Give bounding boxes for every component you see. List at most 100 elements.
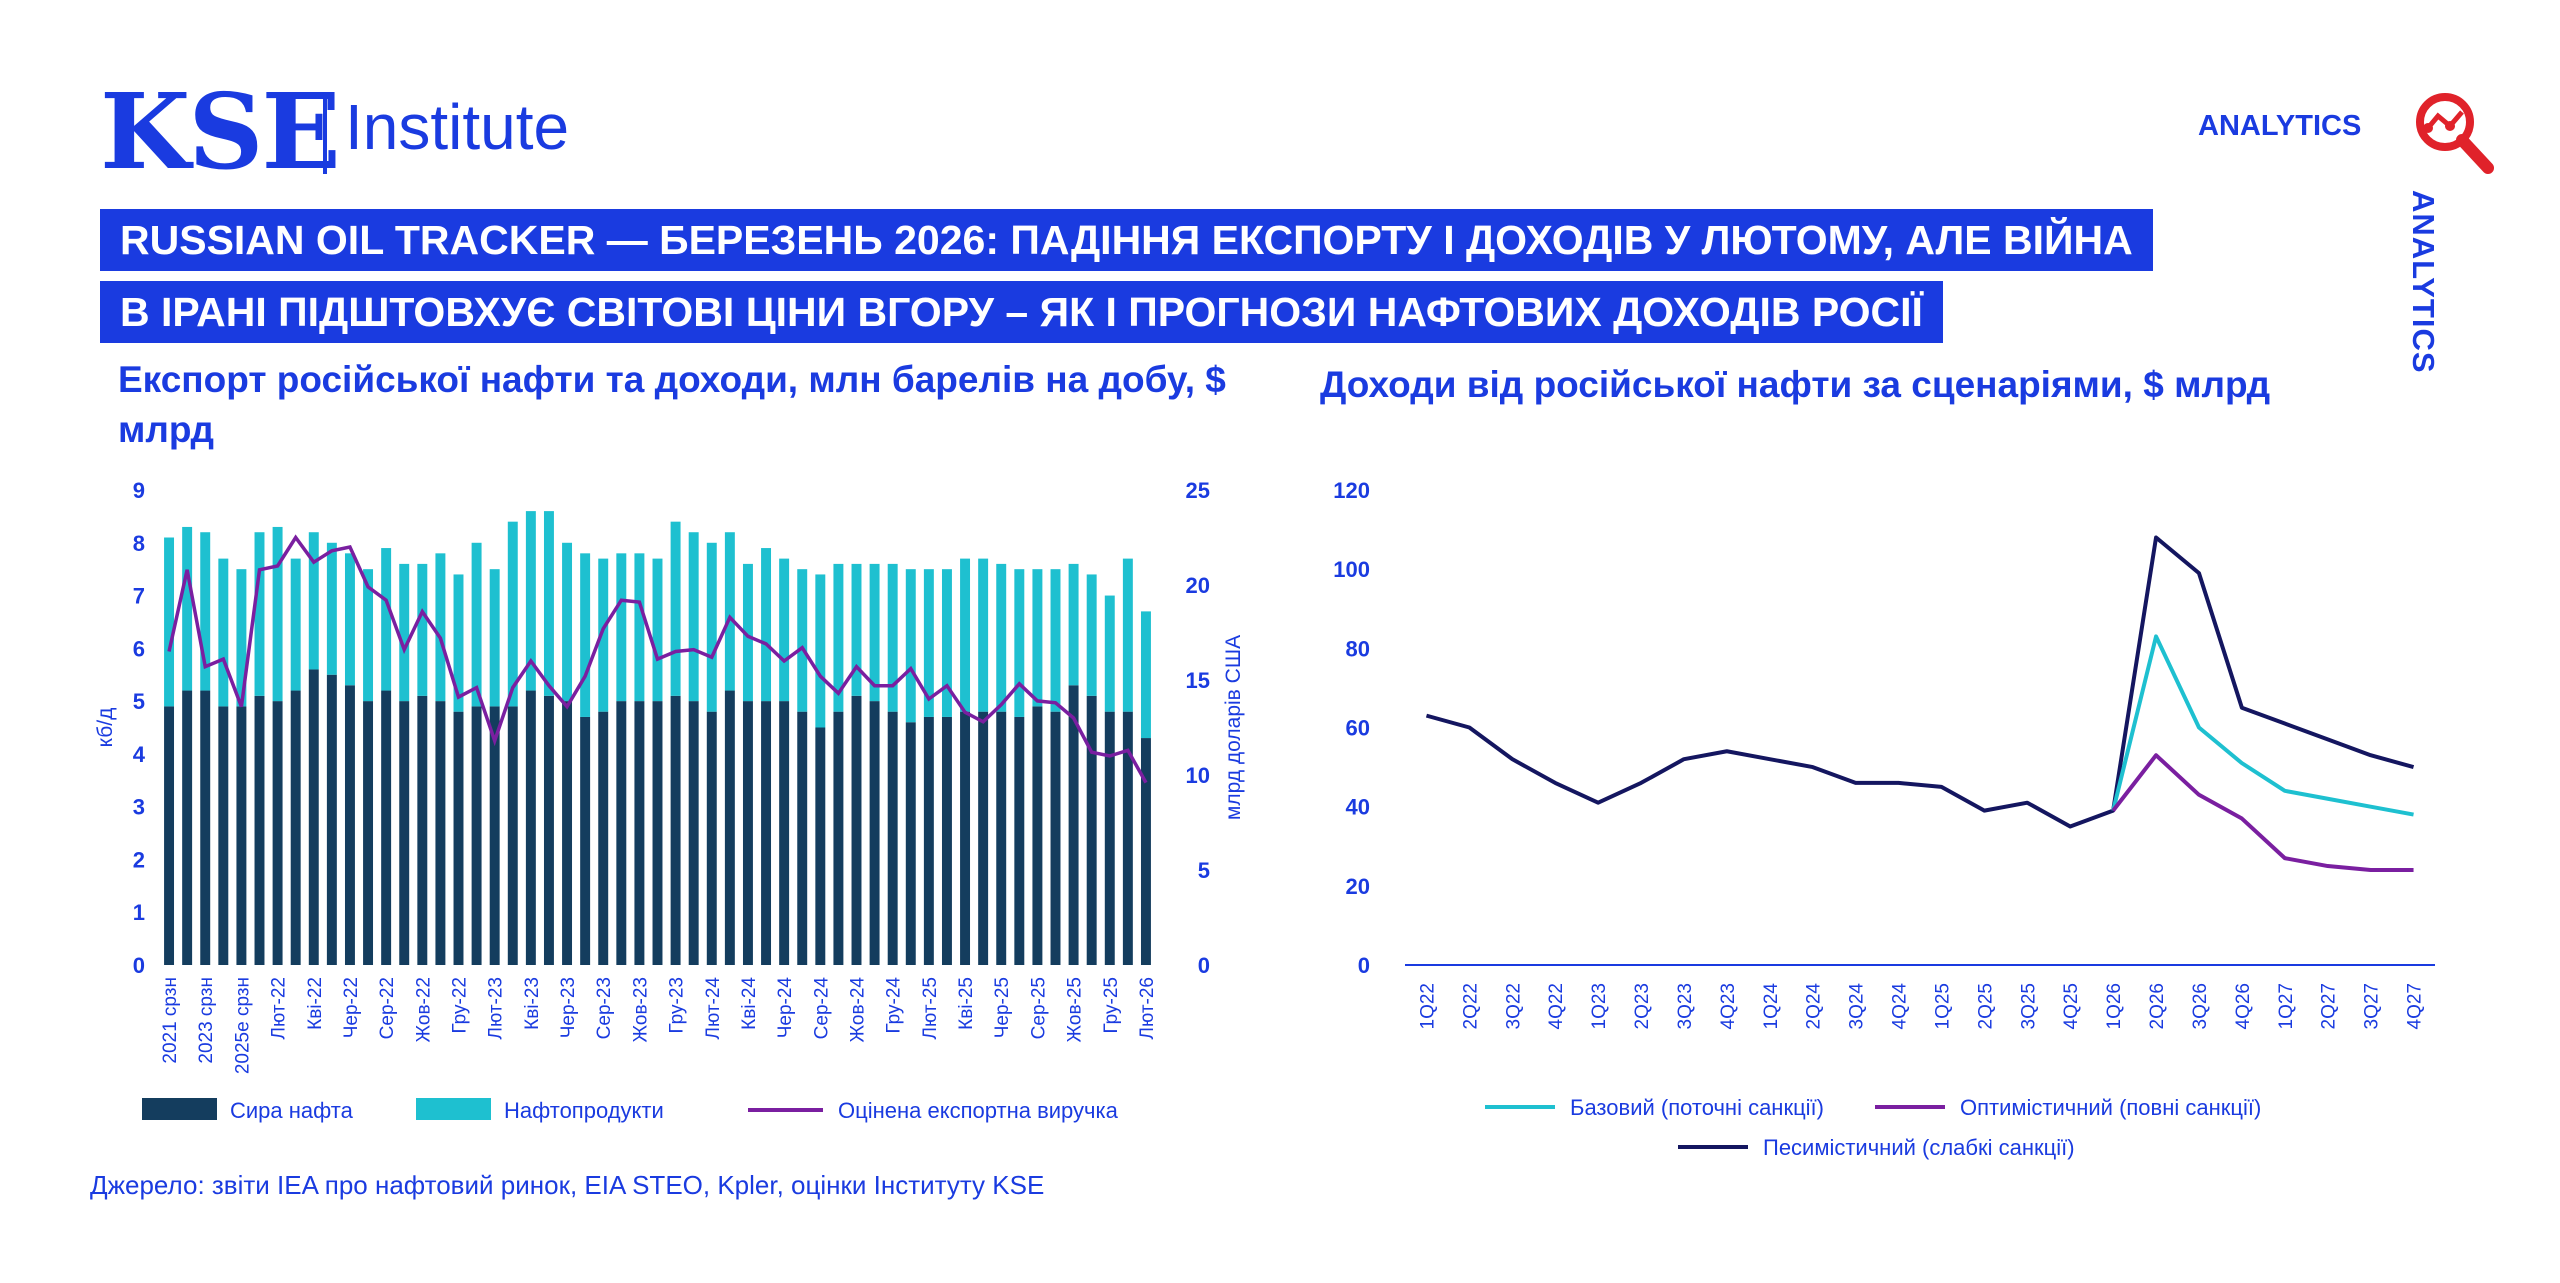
x-tick-label: 3Q27 (2362, 983, 2383, 1029)
page-title-line1: RUSSIAN OIL TRACKER — БЕРЕЗЕНЬ 2026: ПАД… (100, 209, 2153, 271)
bar-products (598, 558, 609, 712)
bar-products (200, 532, 211, 691)
x-tick-label: Жов-23 (630, 977, 651, 1042)
bar-products (869, 563, 880, 702)
y-tick-label: 2 (133, 847, 145, 872)
bar-products (1014, 569, 1025, 717)
bar-products (761, 548, 772, 702)
bar-products (923, 569, 934, 717)
x-tick-label: 2Q25 (1975, 983, 1996, 1029)
bar-products (344, 553, 355, 686)
bar-crude (254, 695, 265, 965)
bar-crude (308, 669, 319, 965)
y-tick-label: 100 (1333, 557, 1370, 582)
bar-products (326, 542, 337, 675)
y-tick-label: 1 (133, 900, 145, 925)
bar-crude (978, 711, 989, 965)
bar-products (941, 569, 952, 717)
x-tick-label: 4Q24 (1890, 983, 1911, 1030)
legend-swatch-products (416, 1098, 491, 1120)
bar-crude (363, 701, 374, 965)
bar-products (218, 558, 229, 707)
x-tick-label: 3Q23 (1675, 983, 1696, 1029)
bar-crude (652, 701, 663, 965)
x-tick-label: Чер-23 (558, 977, 579, 1038)
y2-tick-label: 0 (1198, 953, 1210, 978)
x-tick-label: 1Q22 (1417, 983, 1438, 1029)
legend-label-products: Нафтопродукти (504, 1098, 664, 1123)
bar-crude (887, 711, 898, 965)
x-tick-label: Гру-24 (884, 977, 905, 1034)
bar-crude (688, 701, 699, 965)
scenario-line (2111, 753, 2414, 872)
chart2-title: Доходи від російської нафти за сценаріям… (1320, 364, 2271, 405)
bar-crude (1122, 711, 1133, 965)
x-tick-label: Сер-22 (377, 977, 398, 1039)
bar-crude (200, 690, 211, 965)
bar-crude (815, 727, 826, 965)
bar-crude (960, 711, 971, 965)
bar-crude (634, 701, 645, 965)
logo-institute: Institute (345, 91, 570, 163)
bar-crude (1050, 711, 1061, 965)
y-tick-label: 3 (133, 795, 145, 820)
x-tick-label: 1Q24 (1761, 983, 1782, 1030)
bar-crude (562, 701, 573, 965)
bar-products (996, 563, 1007, 712)
bar-crude (326, 674, 337, 965)
bar-crude (941, 716, 952, 965)
bar-products (887, 563, 898, 712)
x-tick-label: Чер-25 (992, 977, 1013, 1038)
y-tick-label: 5 (133, 689, 145, 714)
bar-crude (670, 695, 681, 965)
x-tick-label: Квi-24 (739, 977, 760, 1030)
bar-products (489, 569, 500, 707)
bar-products (1032, 569, 1043, 707)
bar-crude (525, 690, 536, 965)
bar-products (254, 532, 265, 696)
scenario-line (2111, 634, 2414, 817)
x-tick-label: Жов-22 (413, 977, 434, 1042)
bar-crude (724, 690, 735, 965)
bar-crude (1068, 685, 1079, 965)
analytics-side-label: ANALYTICS (2406, 190, 2441, 374)
x-tick-label: Гру-23 (667, 977, 688, 1034)
bar-products (363, 569, 374, 702)
bar-crude (417, 695, 428, 965)
bar-crude (543, 695, 554, 965)
x-tick-label: 2Q22 (1460, 983, 1481, 1029)
legend-swatch-crude (142, 1098, 217, 1120)
y-tick-label: 60 (1346, 716, 1370, 741)
bar-crude (797, 711, 808, 965)
x-tick-label: Квi-22 (305, 977, 326, 1030)
bar-products (1140, 611, 1151, 739)
y2-tick-label: 10 (1186, 763, 1210, 788)
bar-products (1068, 563, 1079, 686)
x-tick-label: 4Q26 (2233, 983, 2254, 1029)
legend-label-base: Базовий (поточні санкції) (1570, 1095, 1824, 1120)
scenario-line (1425, 535, 2415, 829)
bar-products (562, 542, 573, 702)
bar-products (182, 526, 193, 691)
bar-crude (996, 711, 1007, 965)
revenue-line (167, 534, 1148, 784)
y2-tick-label: 5 (1198, 858, 1210, 883)
bar-products (978, 558, 989, 712)
y-tick-label: 0 (1358, 953, 1370, 978)
bar-products (960, 558, 971, 712)
bar-products (164, 537, 175, 707)
x-tick-label: Гру-25 (1101, 977, 1122, 1034)
x-tick-label: 2023 срзн (196, 977, 217, 1064)
bar-crude (742, 701, 753, 965)
bar-crude (1014, 716, 1025, 965)
bar-products (381, 548, 392, 691)
y-tick-label: 20 (1346, 874, 1370, 899)
bar-products (905, 569, 916, 723)
bar-crude (507, 706, 518, 965)
source-note: Джерело: звіти IEA про нафтовий ринок, E… (90, 1170, 1045, 1200)
bar-products (471, 542, 482, 707)
bar-products (797, 569, 808, 712)
y2-tick-label: 20 (1186, 573, 1210, 598)
bar-products (742, 563, 753, 702)
x-tick-label: Лют-23 (486, 977, 507, 1039)
